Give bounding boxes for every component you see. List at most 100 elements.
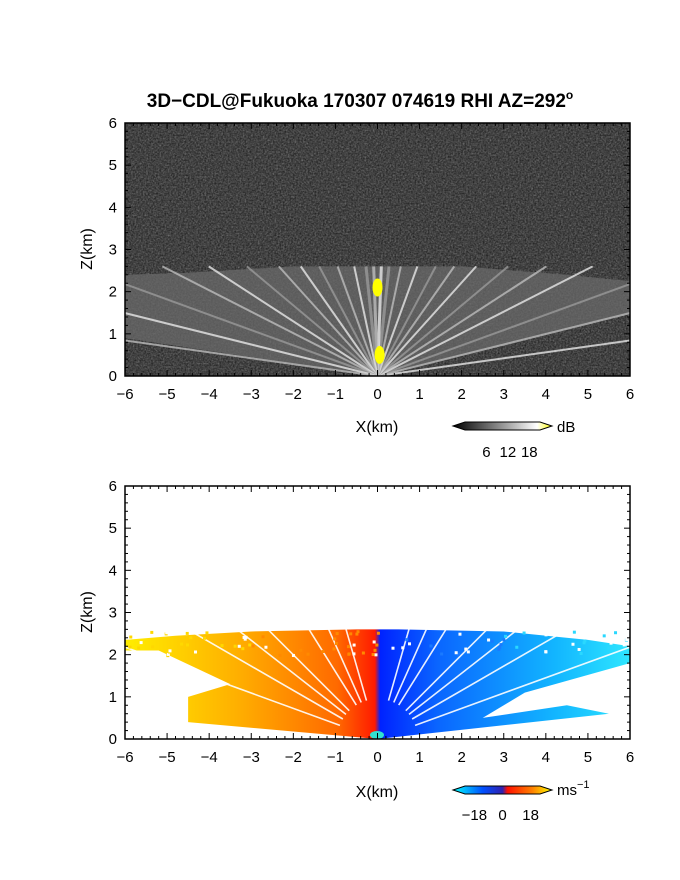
reflectivity-ray — [299, 265, 379, 376]
velocity-speckle — [440, 652, 444, 656]
velocity-speckle — [137, 646, 141, 650]
velocity-speckle — [129, 635, 133, 639]
velocity-speckle — [128, 645, 132, 649]
velocity-speckle — [457, 652, 461, 656]
velocity-speckle — [571, 642, 575, 646]
reflectivity-high-echo-spots — [372, 278, 385, 364]
velocity-colorbar-tick-label: −18 — [462, 807, 487, 824]
velocity-speckle — [609, 641, 613, 645]
velocity-x-tick-label: −4 — [201, 749, 218, 766]
reflectivity-ray — [377, 265, 594, 376]
reflectivity-ray — [376, 265, 477, 376]
reflectivity-ray — [208, 265, 379, 376]
velocity-speckle — [464, 647, 468, 651]
velocity-y-axis-label: Z(km) — [79, 591, 96, 633]
velocity-x-tick-label: −1 — [327, 749, 344, 766]
reflectivity-x-tick-label: 6 — [626, 386, 634, 403]
velocity-speckle — [371, 653, 375, 657]
velocity-x-tick-label: 6 — [626, 749, 634, 766]
reflectivity-x-axis-label: X(km) — [356, 419, 399, 436]
velocity-speckle — [332, 647, 336, 651]
velocity-x-ticks: −6 −5 −4 −3 −2 −1 0 1 2 3 4 5 6 — [116, 486, 634, 766]
velocity-speckle — [502, 638, 506, 642]
reflectivity-x-tick-label: 3 — [500, 386, 508, 403]
reflectivity-x-ticks: −6 −5 −4 −3 −2 −1 0 1 2 3 4 5 6 — [116, 123, 634, 403]
velocity-speckle — [233, 644, 237, 648]
velocity-speckle — [522, 631, 526, 635]
velocity-speckle — [248, 643, 252, 647]
velocity-speckle — [185, 643, 189, 647]
velocity-speckle — [185, 631, 189, 635]
reflectivity-ray — [246, 265, 379, 376]
reflectivity-ray — [318, 265, 379, 376]
velocity-speckle — [579, 652, 583, 656]
velocity-x-tick-label: 3 — [500, 749, 508, 766]
velocity-speckle — [490, 639, 494, 643]
reflectivity-high-echo-spot — [374, 345, 385, 364]
velocity-y-tick-label: 5 — [109, 520, 117, 537]
reflectivity-y-tick-label: 5 — [109, 157, 117, 174]
velocity-speckle — [614, 631, 618, 635]
velocity-white-gap — [308, 628, 357, 706]
velocity-speckle — [625, 637, 629, 641]
velocity-speckle — [334, 642, 338, 646]
velocity-x-tick-label: 1 — [415, 749, 423, 766]
velocity-speckle — [498, 646, 502, 650]
reflectivity-ray — [376, 265, 509, 376]
reflectivity-colorbar-tick-label: 18 — [521, 444, 538, 461]
velocity-speckle — [205, 631, 209, 635]
velocity-speckle — [333, 637, 337, 641]
chart-title: 3D−CDL@Fukuoka 170307 074619 RHI AZ=292o — [147, 88, 574, 112]
velocity-speckle — [454, 651, 458, 655]
velocity-colorbar: ms−1 −18 0 18 — [451, 779, 590, 824]
reflectivity-rays — [125, 265, 630, 376]
reflectivity-colorbar-ticks: 6 12 18 — [482, 444, 537, 461]
velocity-white-gap — [387, 629, 410, 701]
reflectivity-ray — [336, 266, 379, 376]
reflectivity-ray — [125, 312, 378, 376]
velocity-x-tick-label: −3 — [243, 749, 260, 766]
reflectivity-y-tick-label: 4 — [109, 199, 117, 216]
velocity-y-tick-label: 1 — [109, 689, 117, 706]
velocity-y-ticks: 0 1 2 3 4 5 6 — [109, 478, 630, 748]
velocity-speckle — [151, 645, 155, 649]
reflectivity-x-tick-label: −6 — [116, 386, 133, 403]
velocity-speckle — [194, 650, 198, 654]
velocity-speckle — [466, 650, 470, 654]
velocity-speckle — [376, 631, 380, 635]
reflectivity-ray — [377, 283, 630, 376]
velocity-white-gap — [398, 628, 447, 706]
velocity-speckle — [166, 652, 170, 656]
velocity-speckle — [306, 652, 310, 656]
velocity-speckle — [242, 635, 246, 639]
velocity-speckle — [602, 634, 606, 638]
reflectivity-x-tick-label: −3 — [243, 386, 260, 403]
velocity-x-tick-label: 5 — [584, 749, 592, 766]
velocity-speckle — [405, 638, 409, 642]
reflectivity-colorbar-tick-label: 12 — [500, 444, 517, 461]
velocity-speckle — [374, 653, 378, 657]
velocity-white-gap — [267, 628, 350, 712]
reflectivity-ray — [376, 265, 456, 376]
velocity-colorbar-bar — [451, 785, 554, 795]
reflectivity-y-tick-label: 3 — [109, 242, 117, 259]
velocity-speckle — [299, 648, 303, 652]
velocity-speckle — [237, 644, 241, 648]
reflectivity-high-echo-spot — [372, 278, 383, 297]
velocity-speckle — [278, 653, 282, 657]
velocity-speckle — [180, 642, 184, 646]
velocity-white-gap — [125, 646, 341, 727]
velocity-speckle — [577, 647, 581, 651]
reflectivity-x-tick-label: 4 — [542, 386, 550, 403]
velocity-speckle — [607, 646, 611, 650]
reflectivity-colorbar-unit: dB — [557, 419, 575, 436]
velocity-colorbar-tick-label: 18 — [522, 807, 539, 824]
velocity-y-tick-label: 0 — [109, 731, 117, 748]
velocity-speckle — [373, 648, 377, 652]
velocity-speckle — [499, 643, 503, 647]
velocity-speckle — [391, 646, 395, 650]
reflectivity-ray — [125, 339, 378, 376]
velocity-speckle — [352, 652, 356, 656]
